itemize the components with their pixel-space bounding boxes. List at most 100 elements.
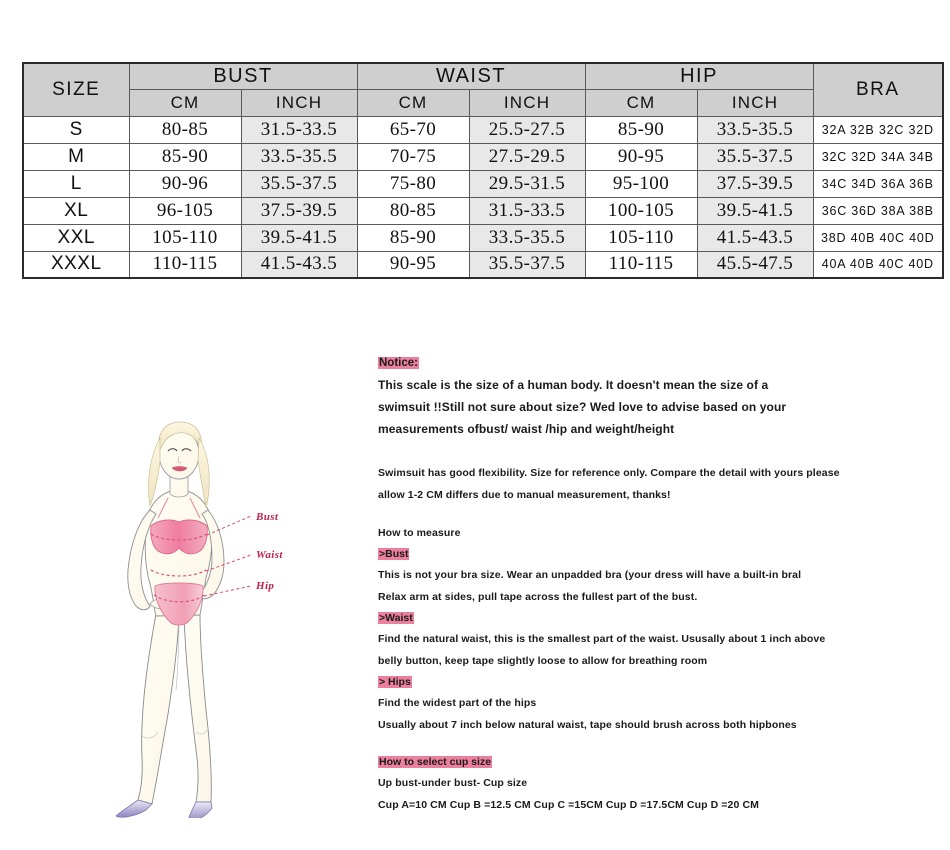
cell-waist-inch: 25.5-27.5 (468, 115, 586, 144)
cell-bust-inch: 33.5-35.5 (240, 142, 358, 171)
lips (171, 466, 188, 472)
header-hip: HIP (584, 62, 814, 90)
flexibility-line-2: allow 1-2 CM differs due to manual measu… (378, 489, 671, 501)
waist-leader-line (205, 554, 252, 572)
cell-waist-inch: 27.5-29.5 (468, 142, 586, 171)
cell-size: XXXL (22, 250, 130, 279)
cell-bra: 34C 34D 36A 36B (812, 169, 944, 198)
cell-bust-cm: 80-85 (128, 115, 242, 144)
cell-waist-inch: 33.5-35.5 (468, 223, 586, 252)
bust-measure-line (150, 533, 208, 541)
cell-hip-inch: 39.5-41.5 (696, 196, 814, 225)
header-hip-cm: CM (584, 88, 698, 117)
how-to-measure-heading: How to measure (378, 527, 461, 539)
bust-heading-row: >Bust (378, 544, 934, 564)
header-bust-cm: CM (128, 88, 242, 117)
table-header-unit-row: CM INCH CM INCH CM INCH (23, 88, 943, 117)
left-shoe (115, 799, 153, 818)
cell-waist-inch: 31.5-33.5 (468, 196, 586, 225)
notice-line-1: This scale is the size of a human body. … (378, 378, 769, 392)
header-bust-inch: INCH (240, 88, 358, 117)
cell-size: XL (22, 196, 130, 225)
right-arm (197, 509, 225, 600)
cell-bra: 40A 40B 40C 40D (812, 250, 944, 279)
waist-line-1: Find the natural waist, this is the smal… (378, 633, 826, 645)
neck (169, 473, 189, 498)
right-eye (181, 448, 192, 452)
notice-line-2: swimsuit !!Still not sure about size? We… (378, 400, 787, 414)
notice-heading: Notice: (378, 357, 419, 369)
hip-label: Hip (256, 580, 275, 592)
left-eye (167, 448, 178, 452)
bust-line-2: Relax arm at sides, pull tape across the… (378, 591, 698, 603)
cell-hip-cm: 105-110 (584, 223, 698, 252)
notice-heading-row: Notice: (378, 356, 934, 370)
cell-waist-cm: 65-70 (356, 115, 470, 144)
waist-label: Waist (256, 549, 283, 561)
bikini-top (150, 519, 208, 555)
notice-text-block: Notice: This scale is the size of a huma… (378, 356, 934, 816)
cell-hip-cm: 100-105 (584, 196, 698, 225)
table-row: XXXL 110-115 41.5-43.5 90-95 35.5-37.5 1… (22, 250, 944, 279)
waist-heading-row: >Waist (378, 608, 934, 628)
cell-bust-inch: 41.5-43.5 (240, 250, 358, 279)
nose (177, 455, 182, 464)
table-row: XL 96-105 37.5-39.5 80-85 31.5-33.5 100-… (22, 196, 944, 225)
cup-line-1: Up bust-under bust- Cup size (378, 777, 528, 789)
header-waist-cm: CM (356, 88, 470, 117)
cell-waist-cm: 85-90 (356, 223, 470, 252)
cell-bust-cm: 90-96 (128, 169, 242, 198)
cup-heading-row: How to select cup size (378, 752, 934, 772)
flexibility-line-1: Swimsuit has good flexibility. Size for … (378, 467, 840, 479)
cell-waist-cm: 70-75 (356, 142, 470, 171)
table-header: SIZE BUST WAIST HIP BRA CM INCH CM INCH … (22, 62, 944, 117)
cell-bust-inch: 31.5-33.5 (240, 115, 358, 144)
cell-bust-inch: 37.5-39.5 (240, 196, 358, 225)
table-row: L 90-96 35.5-37.5 75-80 29.5-31.5 95-100… (22, 169, 944, 198)
cell-bra: 36C 36D 38A 38B (812, 196, 944, 225)
cell-waist-cm: 80-85 (356, 196, 470, 225)
bikini-straps (157, 497, 201, 519)
right-leg (183, 613, 212, 803)
bust-leader-line (206, 515, 252, 536)
cup-size-section-heading: How to select cup size (378, 756, 493, 768)
cell-bra: 38D 40B 40C 40D (812, 223, 944, 252)
cell-size: M (22, 142, 130, 171)
cell-waist-inch: 29.5-31.5 (468, 169, 586, 198)
hips-line-2: Usually about 7 inch below natural waist… (378, 719, 797, 731)
table-row: XXL 105-110 39.5-41.5 85-90 33.5-35.5 10… (22, 223, 944, 252)
cell-hip-inch: 45.5-47.5 (696, 250, 814, 279)
hair-left (148, 436, 161, 508)
header-size: SIZE (22, 62, 130, 117)
header-waist: WAIST (356, 62, 586, 90)
spacer (378, 440, 934, 462)
cell-waist-cm: 75-80 (356, 169, 470, 198)
cell-hip-cm: 90-95 (584, 142, 698, 171)
notice-line-3: measurements ofbust/ waist /hip and weig… (378, 422, 675, 436)
left-leg (137, 613, 180, 805)
table-row: S 80-85 31.5-33.5 65-70 25.5-27.5 85-90 … (22, 115, 944, 144)
waist-section-heading: >Waist (378, 612, 414, 624)
header-bra: BRA (812, 62, 944, 117)
cell-size: S (22, 115, 130, 144)
hips-line-1: Find the widest part of the hips (378, 697, 537, 709)
header-bust: BUST (128, 62, 358, 90)
cell-hip-inch: 41.5-43.5 (696, 223, 814, 252)
cup-line-2: Cup A=10 CM Cup B =12.5 CM Cup C =15CM C… (378, 799, 759, 811)
cell-hip-inch: 33.5-35.5 (696, 115, 814, 144)
cell-bra: 32A 32B 32C 32D (812, 115, 944, 144)
hip-leader-line (203, 585, 252, 597)
cell-size: L (22, 169, 130, 198)
left-arm (127, 509, 157, 611)
table-body: S 80-85 31.5-33.5 65-70 25.5-27.5 85-90 … (22, 115, 944, 279)
table-row: M 85-90 33.5-35.5 70-75 27.5-29.5 90-95 … (22, 142, 944, 171)
bust-line-1: This is not your bra size. Wear an unpad… (378, 569, 802, 581)
body-measurement-illustration: Bust Waist Hip (96, 418, 306, 818)
cell-waist-inch: 35.5-37.5 (468, 250, 586, 279)
cell-bust-inch: 35.5-37.5 (240, 169, 358, 198)
hips-heading-row: > Hips (378, 672, 934, 692)
right-shoe (188, 801, 213, 818)
header-waist-inch: INCH (468, 88, 586, 117)
size-chart-table: SIZE BUST WAIST HIP BRA CM INCH CM INCH … (22, 62, 944, 279)
